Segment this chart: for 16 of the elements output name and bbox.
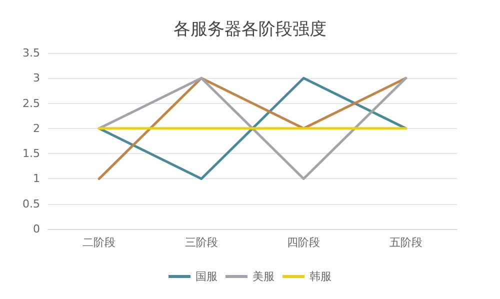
legend-label: 美服 bbox=[252, 270, 274, 283]
y-tick-label: 1.5 bbox=[22, 147, 40, 160]
x-tick-label: 三阶段 bbox=[184, 236, 218, 249]
y-tick-label: 3 bbox=[33, 72, 40, 85]
y-tick-label: 1 bbox=[33, 172, 40, 186]
y-tick-label: 0 bbox=[33, 222, 40, 236]
chart-title: 各服务器各阶段强度 bbox=[174, 20, 326, 40]
y-tick-label: 2.5 bbox=[22, 96, 40, 110]
y-tick-label: 0.5 bbox=[22, 197, 40, 210]
x-tick-label: 四阶段 bbox=[287, 236, 320, 249]
x-tick-label: 二阶段 bbox=[82, 236, 116, 249]
legend-label: 韩服 bbox=[310, 270, 332, 283]
y-tick-label: 3.5 bbox=[22, 46, 40, 60]
legend-label: 国服 bbox=[196, 270, 218, 283]
x-tick-label: 五阶段 bbox=[389, 236, 422, 249]
y-tick-label: 2 bbox=[33, 122, 40, 135]
